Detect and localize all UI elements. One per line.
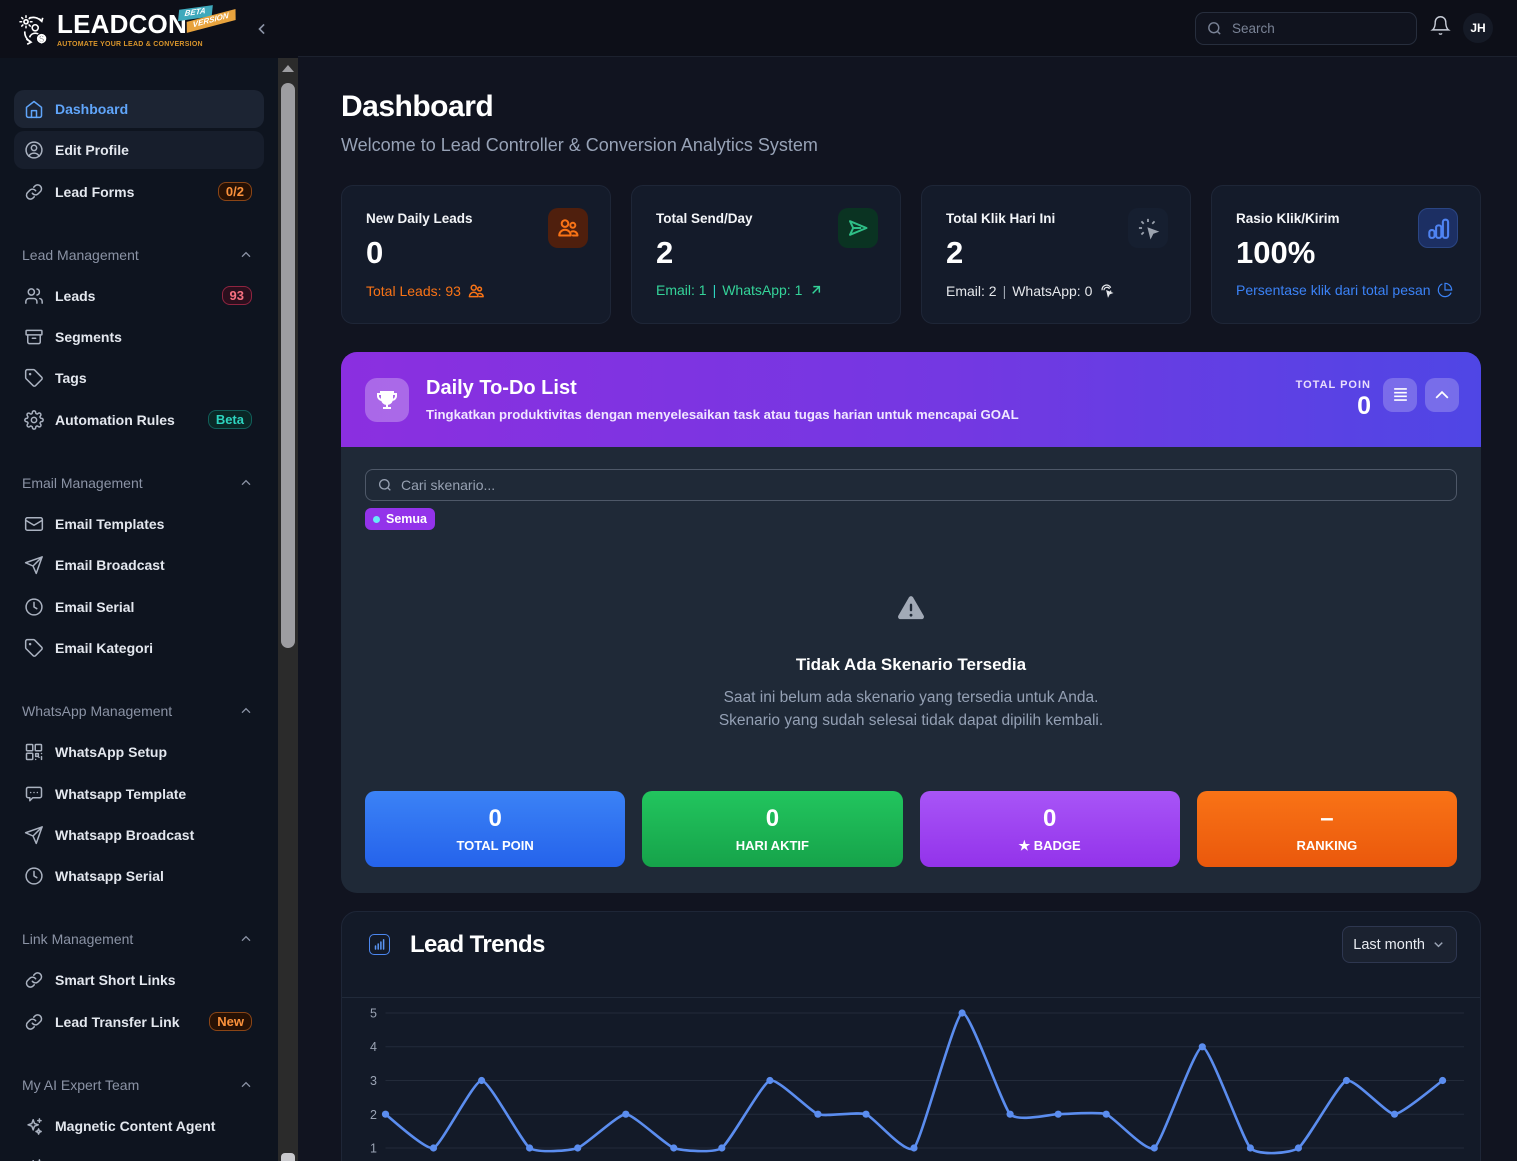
svg-text:2: 2 (370, 1108, 377, 1122)
svg-text:3: 3 (370, 1074, 377, 1088)
svg-text:$: $ (39, 34, 44, 44)
svg-text:4: 4 (370, 1040, 377, 1054)
svg-text:5: 5 (370, 1007, 377, 1021)
svg-text:1: 1 (370, 1142, 377, 1156)
